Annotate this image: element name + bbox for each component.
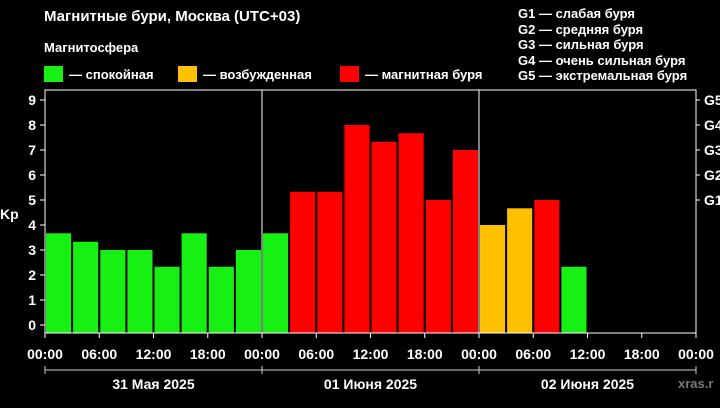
bar-5: [181, 233, 207, 334]
y-tick-label-9: 9: [28, 92, 36, 108]
x-tick-label-8: 00:00: [461, 346, 497, 362]
x-tick-label-2: 12:00: [136, 346, 172, 362]
storm-scale-list: G1 — слабая буря G2 — средняя буря G3 — …: [518, 6, 687, 84]
day-label-0: 31 Мая 2025: [112, 376, 194, 392]
storm-scale-g3: G3 — сильная буря: [518, 37, 644, 53]
storm-scale-g4: G4 — очень сильная буря: [518, 52, 686, 68]
y-tick-label-2: 2: [28, 267, 36, 283]
storm-scale-g2: G2 — средняя буря: [518, 21, 644, 37]
x-tick-label-5: 06:00: [298, 346, 334, 362]
g-tick-label-G2: G2: [704, 167, 720, 183]
bar-16: [480, 225, 506, 333]
bar-3: [127, 250, 153, 333]
day-label-2: 02 Июня 2025: [541, 376, 634, 392]
x-tick-label-1: 06:00: [81, 346, 117, 362]
day-label-1: 01 Июня 2025: [324, 376, 417, 392]
y-axis-label: Kp: [0, 206, 19, 222]
legend-label-calm: — спокойная: [69, 66, 154, 82]
bar-0: [46, 233, 72, 334]
bar-6: [208, 266, 234, 334]
x-tick-label-6: 12:00: [353, 346, 389, 362]
legend-item-calm: — спокойная: [44, 66, 154, 82]
chart-subtitle: Магнитосфера: [44, 40, 139, 55]
watermark: xras.r: [678, 376, 714, 391]
legend-label-storm: — магнитная буря: [365, 66, 483, 82]
storm-scale-g5: G5 — экстремальная буря: [518, 68, 688, 84]
x-tick-label-0: 00:00: [27, 346, 63, 362]
x-tick-label-9: 06:00: [515, 346, 551, 362]
chart-title: Магнитные бури, Москва (UTC+03): [44, 8, 301, 25]
bar-2: [100, 250, 126, 333]
x-tick-label-7: 18:00: [407, 346, 443, 362]
bar-11: [344, 125, 370, 333]
bar-1: [73, 241, 99, 334]
legend-item-excited: — возбужденная: [178, 66, 312, 82]
legend-swatch-storm: [340, 66, 359, 82]
x-tick-label-3: 18:00: [190, 346, 226, 362]
bar-13: [398, 133, 424, 334]
x-tick-label-12: 00:00: [678, 346, 714, 362]
g-tick-label-G3: G3: [704, 142, 720, 158]
legend-label-excited: — возбужденная: [203, 66, 312, 82]
legend-swatch-excited: [178, 66, 197, 82]
y-tick-label-8: 8: [28, 117, 36, 133]
y-tick-label-6: 6: [28, 167, 36, 183]
g-tick-label-G1: G1: [704, 192, 720, 208]
bar-19: [561, 266, 587, 334]
y-tick-label-7: 7: [28, 142, 36, 158]
bar-8: [263, 233, 289, 334]
x-tick-label-4: 00:00: [244, 346, 280, 362]
legend-item-storm: — магнитная буря: [340, 66, 482, 82]
bar-10: [317, 191, 343, 334]
bar-14: [425, 200, 451, 333]
g-tick-label-G5: G5: [704, 92, 720, 108]
x-tick-label-10: 12:00: [570, 346, 606, 362]
storm-scale-g1: G1 — слабая буря: [518, 6, 636, 21]
bar-12: [371, 141, 397, 334]
y-tick-label-1: 1: [28, 292, 36, 308]
y-tick-label-5: 5: [28, 192, 36, 208]
bar-4: [154, 266, 180, 334]
legend-swatch-calm: [44, 66, 63, 82]
g-tick-label-G4: G4: [704, 117, 720, 133]
bar-15: [452, 150, 478, 333]
bar-7: [235, 250, 261, 333]
bar-18: [534, 200, 560, 333]
bar-9: [290, 191, 316, 334]
y-tick-label-0: 0: [28, 317, 36, 333]
x-tick-label-11: 18:00: [624, 346, 660, 362]
bar-17: [507, 208, 533, 334]
y-tick-label-4: 4: [28, 217, 36, 233]
y-tick-label-3: 3: [28, 242, 36, 258]
